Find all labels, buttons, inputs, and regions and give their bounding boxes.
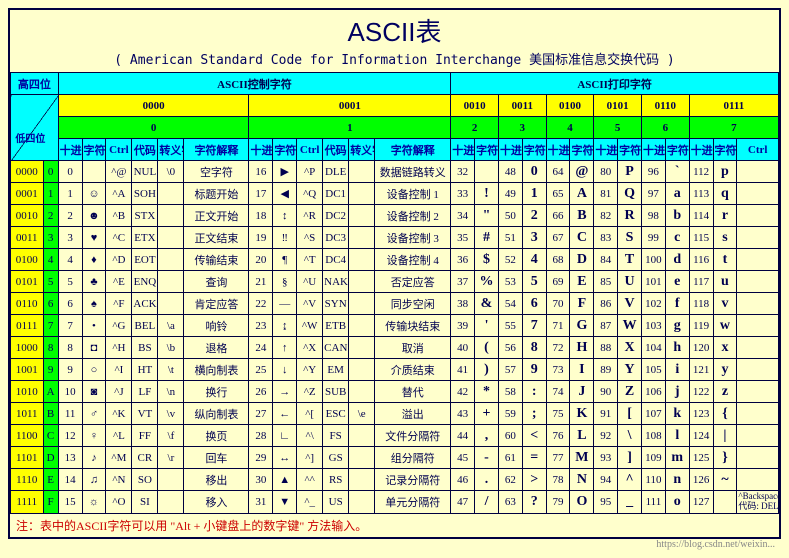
table-row: 1011B11♂^KVT\v纵向制表27←^[ESC\e溢出43+59;75K9… (11, 403, 779, 425)
table-row: 000111☺^ASOH标题开始17◀^QDC1设备控制 133!49165A8… (11, 183, 779, 205)
low-bits-bin: 0010 (11, 205, 44, 227)
low-bits-hex: E (43, 469, 58, 491)
table-row: 010044♦^DEOT传输结束20¶^TDC4设备控制 436$52468D8… (11, 249, 779, 271)
footnote: 注：表中的ASCII字符可以用 "Alt + 小键盘上的数字键" 方法输入。 (10, 514, 779, 537)
low-bits-hex: 0 (43, 161, 58, 183)
low-bits-hex: 8 (43, 337, 58, 359)
low-bits-hex: A (43, 381, 58, 403)
table-row: 1101D13♪^MCR\r回车29↔^]GS组分隔符45-61=77M93]1… (11, 447, 779, 469)
low-bits-bin: 0111 (11, 315, 44, 337)
low-bits-bin: 1111 (11, 491, 44, 514)
table-row: 011066♠^FACK肯定应答22—^VSYN同步空闲38&54670F86V… (11, 293, 779, 315)
low-bits-hex: 9 (43, 359, 58, 381)
low-bits-hex: 4 (43, 249, 58, 271)
low-bits-hex: 6 (43, 293, 58, 315)
low-bits-bin: 1100 (11, 425, 44, 447)
table-row: 001133♥^CETX正文结束19‼^SDC3设备控制 335#51367C8… (11, 227, 779, 249)
table-row: 010155♣^EENQ查询21§^UNAK否定应答37%53569E85U10… (11, 271, 779, 293)
low-bits-bin: 1000 (11, 337, 44, 359)
low-bits-bin: 1011 (11, 403, 44, 425)
table-row: 001022☻^BSTX正文开始18↕^RDC2设备控制 234"50266B8… (11, 205, 779, 227)
low-bits-bin: 1010 (11, 381, 44, 403)
table-row: 100088◘^HBS\b退格24↑^XCAN取消40(56872H88X104… (11, 337, 779, 359)
low-bits-bin: 1001 (11, 359, 44, 381)
low-bits-hex: F (43, 491, 58, 514)
del-note: ^Backspace代码: DEL (737, 491, 779, 514)
low-bits-hex: D (43, 447, 58, 469)
table-row: 1111F15☼^OSI移入31▼^_US单元分隔符47/63?79O95_11… (11, 491, 779, 514)
table-row: 000000^@NUL\0空字符16▶^PDLE数据链路转义3248064@80… (11, 161, 779, 183)
low-bits-bin: 1101 (11, 447, 44, 469)
low-bits-bin: 0000 (11, 161, 44, 183)
table-row: 1110E14♫^NSO移出30▲^^RS记录分隔符46.62>78N94^11… (11, 469, 779, 491)
low-bits-hex: 3 (43, 227, 58, 249)
ascii-table-frame: ASCII表 ( American Standard Code for Info… (8, 8, 781, 539)
table-row: 100199○^IHT\t横向制表25↓^YEM介质结束41)57973I89Y… (11, 359, 779, 381)
page-subtitle: ( American Standard Code for Information… (10, 49, 779, 68)
ascii-table: 高四位ASCII控制字符ASCII打印字符低四位0000000100100011… (10, 72, 779, 514)
low-bits-bin: 1110 (11, 469, 44, 491)
low-bits-bin: 0001 (11, 183, 44, 205)
low-bits-hex: 2 (43, 205, 58, 227)
low-bits-hex: C (43, 425, 58, 447)
table-row: 1100C12♀^LFF\f换页28∟^\FS文件分隔符44,60<76L92\… (11, 425, 779, 447)
low-bits-bin: 0110 (11, 293, 44, 315)
high-bits-label: 高四位 (11, 73, 59, 95)
table-row: 011177•^GBEL\a响铃23↨^WETB传输块结束39'55771G87… (11, 315, 779, 337)
low-bits-bin: 0101 (11, 271, 44, 293)
watermark: https://blog.csdn.net/weixin... (8, 539, 781, 550)
low-bits-hex: 5 (43, 271, 58, 293)
table-row: 1010A10◙^JLF\n换行26→^ZSUB替代42*58:74J90Z10… (11, 381, 779, 403)
low-bits-bin: 0100 (11, 249, 44, 271)
low-bits-hex: B (43, 403, 58, 425)
low-bits-label: 低四位 (11, 130, 53, 145)
low-bits-hex: 7 (43, 315, 58, 337)
control-chars-title: ASCII控制字符 (58, 73, 451, 95)
page-title: ASCII表 (10, 12, 779, 49)
corner-cell: 低四位 (11, 95, 59, 161)
low-bits-hex: 1 (43, 183, 58, 205)
printable-chars-title: ASCII打印字符 (451, 73, 779, 95)
low-bits-bin: 0011 (11, 227, 44, 249)
